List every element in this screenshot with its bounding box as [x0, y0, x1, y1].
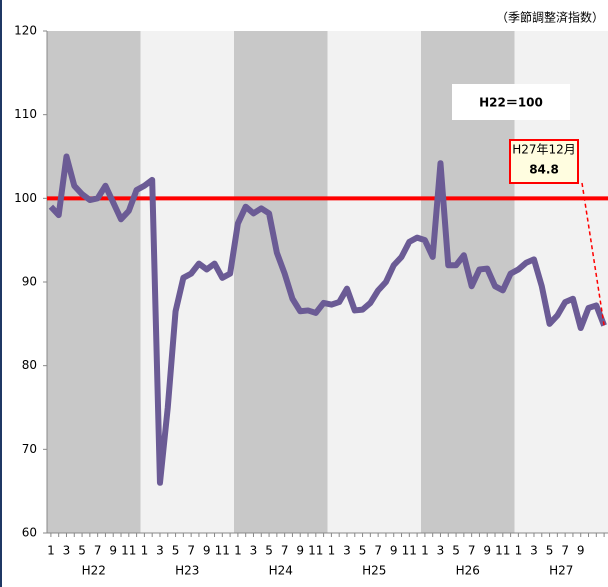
- x-tick-label: 3: [250, 544, 258, 558]
- y-tick-label: 100: [14, 191, 37, 205]
- callout-leader: [581, 182, 605, 326]
- x-tick-label: 1: [515, 544, 523, 558]
- x-tick-label: 11: [121, 544, 136, 558]
- x-tick-label: 9: [577, 544, 585, 558]
- x-tick-label: 1: [421, 544, 429, 558]
- x-tick-label: 7: [187, 544, 195, 558]
- y-tick-label: 80: [22, 358, 37, 372]
- x-tick-label: 5: [265, 544, 273, 558]
- x-tick-label: 9: [296, 544, 304, 558]
- year-band: [234, 31, 328, 533]
- x-tick-label: 9: [390, 544, 398, 558]
- x-tick-label: 7: [94, 544, 102, 558]
- x-tick-label: 1: [141, 544, 149, 558]
- x-tick-label: 11: [402, 544, 417, 558]
- year-label: H22: [82, 564, 106, 578]
- data-line: [48, 153, 607, 486]
- x-tick-label: 3: [437, 544, 445, 558]
- x-tick-label: 3: [63, 544, 71, 558]
- year-band: [47, 31, 141, 533]
- x-tick-label: 9: [203, 544, 211, 558]
- base-note: H22＝100: [479, 96, 543, 110]
- x-tick-label: 9: [109, 544, 117, 558]
- x-tick-label: 7: [374, 544, 382, 558]
- x-tick-label: 7: [468, 544, 476, 558]
- frame-edge: [0, 0, 2, 587]
- x-tick-label: 11: [495, 544, 510, 558]
- x-tick-label: 3: [156, 544, 164, 558]
- x-tick-label: 3: [343, 544, 351, 558]
- x-tick-label: 9: [483, 544, 491, 558]
- unit-note: （季節調整済指数）: [496, 10, 604, 25]
- x-tick-label: 5: [359, 544, 367, 558]
- year-label: H24: [269, 564, 293, 578]
- callout-value: 84.8: [529, 163, 559, 177]
- x-tick-label: 7: [561, 544, 569, 558]
- x-tick-label: 11: [215, 544, 230, 558]
- x-tick-label: 1: [328, 544, 336, 558]
- x-tick-label: 5: [172, 544, 180, 558]
- callout-label: H27年12月: [512, 143, 576, 157]
- y-tick-label: 90: [22, 275, 37, 289]
- x-tick-label: 5: [78, 544, 86, 558]
- year-label: H27: [549, 564, 573, 578]
- callout-box: [509, 139, 579, 184]
- y-tick-label: 70: [22, 442, 37, 456]
- x-tick-label: 7: [281, 544, 289, 558]
- x-tick-label: 3: [530, 544, 538, 558]
- year-label: H26: [456, 564, 480, 578]
- x-tick-label: 11: [308, 544, 323, 558]
- y-tick-label: 120: [14, 24, 37, 38]
- x-tick-label: 1: [47, 544, 55, 558]
- year-label: H23: [175, 564, 199, 578]
- x-tick-label: 1: [234, 544, 242, 558]
- y-tick-label: 110: [14, 107, 37, 121]
- year-band: [327, 31, 421, 533]
- x-tick-label: 5: [452, 544, 460, 558]
- y-tick-label: 60: [22, 526, 37, 540]
- base-note-box: [452, 84, 570, 120]
- year-label: H25: [362, 564, 386, 578]
- x-tick-label: 5: [546, 544, 554, 558]
